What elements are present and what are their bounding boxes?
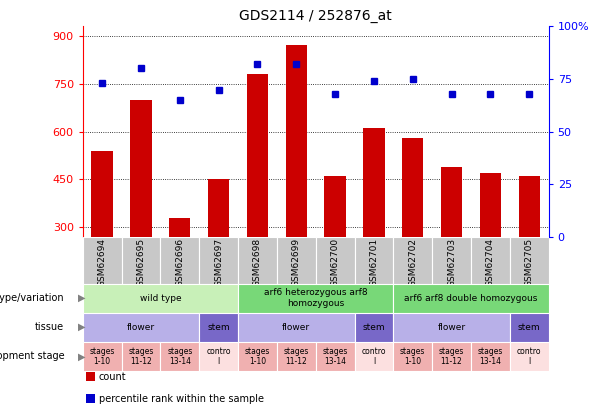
Text: arf6 arf8 double homozygous: arf6 arf8 double homozygous xyxy=(405,294,538,303)
Text: flower: flower xyxy=(127,323,155,332)
Text: development stage: development stage xyxy=(0,352,64,361)
Text: genotype/variation: genotype/variation xyxy=(0,293,64,303)
Bar xyxy=(510,342,549,371)
Bar xyxy=(441,167,462,237)
Bar xyxy=(510,313,549,342)
Bar xyxy=(471,237,510,284)
Bar xyxy=(121,237,161,284)
Bar xyxy=(169,218,191,237)
Bar xyxy=(83,237,121,284)
Text: contro
l: contro l xyxy=(517,347,541,366)
Bar xyxy=(394,237,432,284)
Text: GSM62694: GSM62694 xyxy=(97,238,107,287)
Bar xyxy=(131,100,151,237)
Bar xyxy=(199,237,238,284)
Text: GSM62701: GSM62701 xyxy=(370,238,378,288)
Text: GSM62700: GSM62700 xyxy=(330,238,340,288)
Bar xyxy=(471,342,510,371)
Bar xyxy=(316,237,354,284)
Text: arf6 heterozygous arf8
homozygous: arf6 heterozygous arf8 homozygous xyxy=(264,288,368,308)
Bar xyxy=(161,342,199,371)
Text: stages
13-14: stages 13-14 xyxy=(478,347,503,366)
Text: ▶: ▶ xyxy=(78,352,85,361)
Title: GDS2114 / 252876_at: GDS2114 / 252876_at xyxy=(239,9,392,23)
Bar xyxy=(238,237,277,284)
Bar xyxy=(238,313,354,342)
Text: GSM62699: GSM62699 xyxy=(292,238,301,288)
Text: GSM62696: GSM62696 xyxy=(175,238,185,288)
Bar xyxy=(354,237,394,284)
Text: flower: flower xyxy=(438,323,466,332)
Text: contro
l: contro l xyxy=(362,347,386,366)
Text: GSM62698: GSM62698 xyxy=(253,238,262,288)
Bar xyxy=(364,128,384,237)
Bar xyxy=(324,176,346,237)
Text: stem: stem xyxy=(207,323,230,332)
Text: GSM62695: GSM62695 xyxy=(137,238,145,288)
Bar xyxy=(432,342,471,371)
Bar xyxy=(83,284,238,313)
Text: stages
1-10: stages 1-10 xyxy=(400,347,425,366)
Bar xyxy=(510,237,549,284)
Bar xyxy=(402,138,424,237)
Text: tissue: tissue xyxy=(35,322,64,332)
Bar xyxy=(83,342,121,371)
Bar xyxy=(394,342,432,371)
Bar xyxy=(83,313,199,342)
Bar xyxy=(247,74,268,237)
Text: stages
11-12: stages 11-12 xyxy=(284,347,309,366)
Bar xyxy=(91,151,113,237)
Text: GSM62704: GSM62704 xyxy=(486,238,495,287)
Bar xyxy=(121,342,161,371)
Text: GSM62697: GSM62697 xyxy=(214,238,223,288)
Bar xyxy=(208,179,229,237)
Bar xyxy=(286,45,307,237)
Bar xyxy=(238,342,277,371)
Text: stages
13-14: stages 13-14 xyxy=(167,347,192,366)
Text: stages
11-12: stages 11-12 xyxy=(128,347,154,366)
Text: ▶: ▶ xyxy=(78,293,85,303)
Bar xyxy=(277,237,316,284)
Text: stages
11-12: stages 11-12 xyxy=(439,347,464,366)
Text: stages
1-10: stages 1-10 xyxy=(245,347,270,366)
Text: stem: stem xyxy=(363,323,385,332)
Bar xyxy=(480,173,501,237)
Text: wild type: wild type xyxy=(140,294,181,303)
Text: contro
l: contro l xyxy=(207,347,231,366)
Text: count: count xyxy=(99,372,126,382)
Bar xyxy=(354,313,394,342)
Bar xyxy=(277,342,316,371)
Bar xyxy=(316,342,354,371)
Bar xyxy=(161,237,199,284)
Bar xyxy=(354,342,394,371)
Text: GSM62702: GSM62702 xyxy=(408,238,417,287)
Text: flower: flower xyxy=(282,323,310,332)
Bar xyxy=(238,284,394,313)
Text: GSM62705: GSM62705 xyxy=(525,238,534,288)
Text: stages
1-10: stages 1-10 xyxy=(89,347,115,366)
Text: ▶: ▶ xyxy=(78,322,85,332)
Text: stem: stem xyxy=(518,323,541,332)
Bar xyxy=(519,176,540,237)
Bar xyxy=(394,313,510,342)
Bar xyxy=(394,284,549,313)
Bar xyxy=(199,313,238,342)
Text: percentile rank within the sample: percentile rank within the sample xyxy=(99,394,264,404)
Text: stages
13-14: stages 13-14 xyxy=(322,347,348,366)
Bar xyxy=(432,237,471,284)
Text: GSM62703: GSM62703 xyxy=(447,238,456,288)
Bar xyxy=(199,342,238,371)
